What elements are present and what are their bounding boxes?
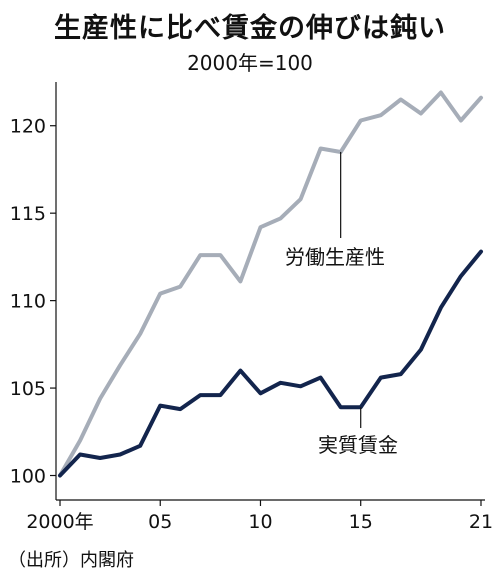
- series-line-0: [58, 90, 483, 478]
- x-tick-label: 2000年: [26, 511, 93, 533]
- y-tick-label: 100: [10, 466, 46, 488]
- x-axis-ticks: 2000年 05 10 15 21: [26, 500, 493, 533]
- chart-title: 生産性に比べ賃金の伸びは鈍い: [54, 13, 446, 44]
- x-tick-label: 10: [248, 511, 272, 533]
- x-tick-label: 05: [148, 511, 172, 533]
- y-tick-label: 120: [10, 116, 46, 138]
- y-tick-label: 115: [10, 203, 46, 225]
- x-tick-label: 21: [469, 511, 493, 533]
- series-label-0: 労働生産性: [285, 245, 385, 269]
- y-axis-ticks: 100 105 110 115 120: [10, 116, 56, 488]
- source-note: （出所）内閣府: [8, 550, 134, 571]
- y-tick-label: 105: [10, 378, 46, 400]
- series-label-1: 実質賃金: [318, 433, 398, 457]
- chart-subtitle: 2000年=100: [187, 51, 313, 75]
- x-tick-label: 15: [349, 511, 373, 533]
- series-group: [58, 90, 483, 478]
- y-tick-label: 110: [10, 291, 46, 313]
- series-line-1: [58, 249, 483, 478]
